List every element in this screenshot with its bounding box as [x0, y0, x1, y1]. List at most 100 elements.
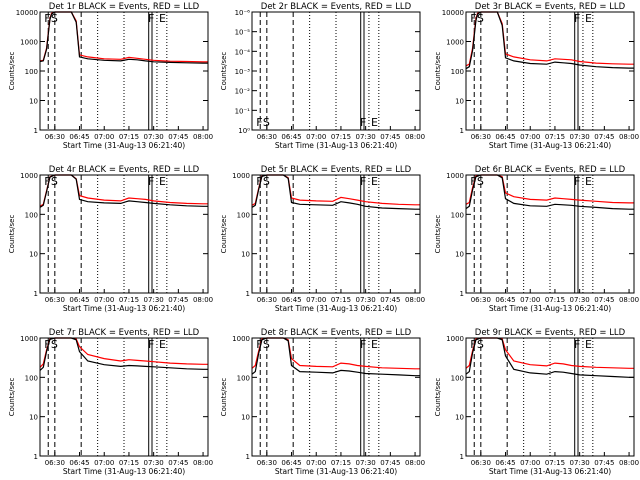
- x-tick-label: 07:45: [168, 296, 188, 304]
- marker-annotation: S: [477, 338, 484, 351]
- y-axis-label: Counts/sec: [434, 215, 442, 254]
- chart-title: Det 5r BLACK = Events, RED = LLD: [261, 165, 412, 175]
- x-tick-label: 08:00: [405, 133, 425, 141]
- x-tick-label: 07:15: [545, 296, 565, 304]
- x-tick-label: 07:15: [545, 133, 565, 141]
- x-tick-label: 07:15: [545, 459, 565, 467]
- y-tick-label: 10: [29, 414, 38, 422]
- x-tick-label: 07:30: [570, 459, 590, 467]
- y-tick-label: 10⁻¹: [235, 107, 251, 115]
- marker-annotation: F: [256, 116, 262, 129]
- x-tick-label: 06:30: [471, 296, 491, 304]
- events-series-line: [39, 11, 208, 64]
- marker-annotation: F: [470, 175, 476, 188]
- y-axis-label: Counts/sec: [8, 52, 16, 91]
- y-tick-label: 10: [241, 414, 250, 422]
- y-axis-label: Counts/sec: [220, 378, 228, 417]
- y-tick-label: 1000: [446, 335, 464, 343]
- x-tick-label: 06:45: [281, 133, 301, 141]
- x-tick-label: 06:45: [495, 459, 515, 467]
- marker-annotation: F: [574, 175, 580, 188]
- x-tick-label: 07:15: [331, 296, 351, 304]
- y-tick-label: 100: [451, 374, 464, 382]
- chart-title: Det 6r BLACK = Events, RED = LLD: [475, 165, 626, 175]
- x-tick-label: 06:30: [257, 133, 277, 141]
- x-tick-label: 07:00: [306, 459, 326, 467]
- x-tick-label: 06:45: [69, 133, 89, 141]
- x-tick-label: 06:30: [45, 133, 65, 141]
- x-tick-label: 06:45: [69, 459, 89, 467]
- x-tick-label: 07:30: [144, 459, 164, 467]
- x-tick-label: 07:45: [168, 133, 188, 141]
- x-tick-label: 07:45: [380, 133, 400, 141]
- x-axis-label: Start Time (31-Aug-13 06:21:40): [275, 141, 397, 150]
- x-axis-label: Start Time (31-Aug-13 06:21:40): [489, 467, 611, 476]
- x-tick-label: 08:00: [619, 459, 639, 467]
- marker-annotation: F: [360, 175, 366, 188]
- y-tick-label: 1: [246, 453, 250, 461]
- x-axis-label: Start Time (31-Aug-13 06:21:40): [63, 467, 185, 476]
- chart-title: Det 2r BLACK = Events, RED = LLD: [261, 2, 412, 12]
- marker-annotation: E: [585, 175, 592, 188]
- marker-annotation: E: [585, 12, 592, 25]
- y-tick-label: 1000: [446, 39, 464, 47]
- y-tick-label: 10: [29, 98, 38, 106]
- marker-annotation: S: [263, 338, 270, 351]
- x-tick-label: 07:45: [380, 296, 400, 304]
- y-tick-label: 100: [237, 374, 250, 382]
- x-axis-label: Start Time (31-Aug-13 06:21:40): [63, 141, 185, 150]
- marker-annotation: F: [360, 338, 366, 351]
- chart-title: Det 1r BLACK = Events, RED = LLD: [49, 2, 200, 12]
- x-axis-label: Start Time (31-Aug-13 06:21:40): [275, 304, 397, 313]
- x-tick-label: 06:45: [495, 133, 515, 141]
- y-tick-label: 10: [455, 251, 464, 259]
- y-tick-label: 1: [460, 453, 464, 461]
- x-tick-label: 08:00: [405, 459, 425, 467]
- x-tick-label: 07:00: [520, 296, 540, 304]
- marker-annotation: S: [263, 175, 270, 188]
- marker-annotation: S: [477, 175, 484, 188]
- x-tick-label: 07:15: [119, 459, 139, 467]
- chart-panel-7: Det 7r BLACK = Events, RED = LLD 1 10 100 10…: [8, 328, 213, 476]
- chart-panel-2: Det 2r BLACK = Events, RED = LLD 10⁰ 10⁻¹ 1…: [220, 2, 425, 150]
- x-tick-label: 07:00: [94, 133, 114, 141]
- y-tick-label: 100: [451, 68, 464, 76]
- y-tick-label: 100: [451, 211, 464, 219]
- marker-annotation: E: [371, 175, 378, 188]
- x-tick-label: 07:30: [144, 133, 164, 141]
- plot-frame: [465, 11, 635, 131]
- x-tick-label: 07:45: [594, 133, 614, 141]
- y-tick-label: 1: [34, 127, 38, 135]
- y-tick-label: 10000: [442, 9, 464, 17]
- marker-annotation: E: [585, 338, 592, 351]
- x-tick-label: 07:30: [570, 133, 590, 141]
- y-tick-label: 1: [34, 453, 38, 461]
- plot-frame: [465, 174, 635, 294]
- y-tick-label: 100: [25, 374, 38, 382]
- x-tick-label: 06:30: [471, 459, 491, 467]
- y-tick-label: 1: [460, 290, 464, 298]
- lld-series-line: [465, 174, 634, 205]
- x-tick-label: 07:45: [168, 459, 188, 467]
- x-tick-label: 07:45: [594, 296, 614, 304]
- marker-annotation: E: [159, 12, 166, 25]
- chart-title: Det 9r BLACK = Events, RED = LLD: [475, 328, 626, 338]
- events-series-line: [465, 337, 634, 378]
- events-series-line: [465, 11, 634, 70]
- chart-panel-1: Det 1r BLACK = Events, RED = LLD 1 10 100 10…: [8, 2, 213, 150]
- x-tick-label: 06:30: [257, 459, 277, 467]
- chart-panel-8: Det 8r BLACK = Events, RED = LLD 1 10 100 10…: [220, 328, 425, 476]
- chart-panel-9: Det 9r BLACK = Events, RED = LLD 1 10 100 10…: [434, 328, 639, 476]
- x-tick-label: 06:30: [45, 296, 65, 304]
- marker-annotation: F: [44, 175, 50, 188]
- plot-frame: [465, 337, 635, 457]
- chart-title: Det 8r BLACK = Events, RED = LLD: [261, 328, 412, 338]
- marker-annotation: F: [574, 338, 580, 351]
- x-tick-label: 06:30: [257, 296, 277, 304]
- plot-frame: [39, 11, 209, 131]
- y-tick-label: 10⁻⁶: [235, 9, 251, 17]
- chart-panel-4: Det 4r BLACK = Events, RED = LLD 1 10 100 10…: [8, 165, 213, 313]
- marker-annotation: S: [263, 116, 270, 129]
- marker-annotation: F: [470, 338, 476, 351]
